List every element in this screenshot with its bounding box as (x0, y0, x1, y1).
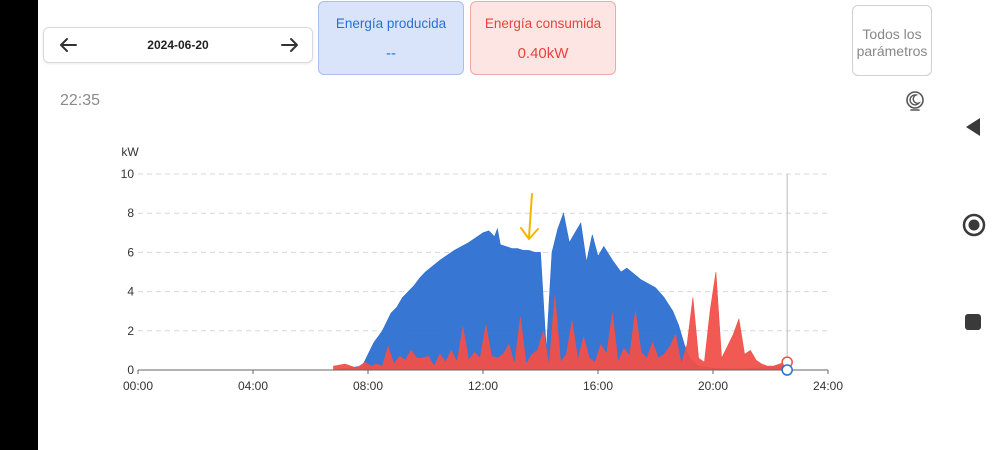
current-time: 22:35 (60, 92, 101, 109)
x-tick-label: 16:00 (583, 379, 613, 393)
y-tick-label: 0 (127, 363, 134, 377)
annotation-arrow-icon (520, 193, 539, 240)
date-label[interactable]: 2024-06-20 (147, 38, 209, 52)
x-tick-label: 12:00 (468, 379, 498, 393)
cursor-marker-consumed (781, 356, 793, 368)
x-tick-label: 04:00 (238, 379, 268, 393)
nav-home-icon[interactable] (961, 212, 987, 243)
nav-back-icon[interactable] (962, 116, 984, 143)
y-tick-label: 6 (127, 245, 134, 259)
arrow-right-icon[interactable] (278, 33, 302, 57)
all-parameters-label-2: parámetros (856, 43, 928, 59)
x-tick-label: 24:00 (813, 379, 843, 393)
moon-icon[interactable] (903, 89, 927, 113)
energy-consumed-title: Energía consumida (484, 16, 602, 31)
y-axis-label: kW (121, 145, 139, 159)
y-tick-label: 10 (121, 167, 135, 181)
series-area-consumed (333, 271, 786, 371)
y-tick-label: 4 (127, 285, 134, 299)
left-edge-bar (0, 0, 38, 450)
x-tick-label: 08:00 (353, 379, 383, 393)
energy-produced-value: -- (386, 45, 396, 62)
energy-consumed-card[interactable]: Energía consumida 0.40kW (470, 1, 616, 75)
arrow-left-icon[interactable] (56, 33, 80, 57)
energy-produced-title: Energía producida (335, 16, 447, 31)
nav-recents-icon[interactable] (964, 313, 982, 336)
all-parameters-button[interactable]: Todos los parámetros (852, 5, 932, 76)
y-tick-label: 2 (127, 324, 134, 338)
energy-produced-card[interactable]: Energía producida -- (318, 1, 464, 75)
y-tick-label: 8 (127, 206, 134, 220)
series-area-produced (333, 212, 786, 371)
energy-consumed-value: 0.40kW (517, 45, 569, 62)
x-tick-label: 20:00 (698, 379, 728, 393)
x-tick-label: 00:00 (123, 379, 153, 393)
all-parameters-label-1: Todos los (862, 26, 922, 42)
cursor-marker-produced (781, 364, 793, 376)
date-navigator: 2024-06-20 (43, 27, 313, 63)
